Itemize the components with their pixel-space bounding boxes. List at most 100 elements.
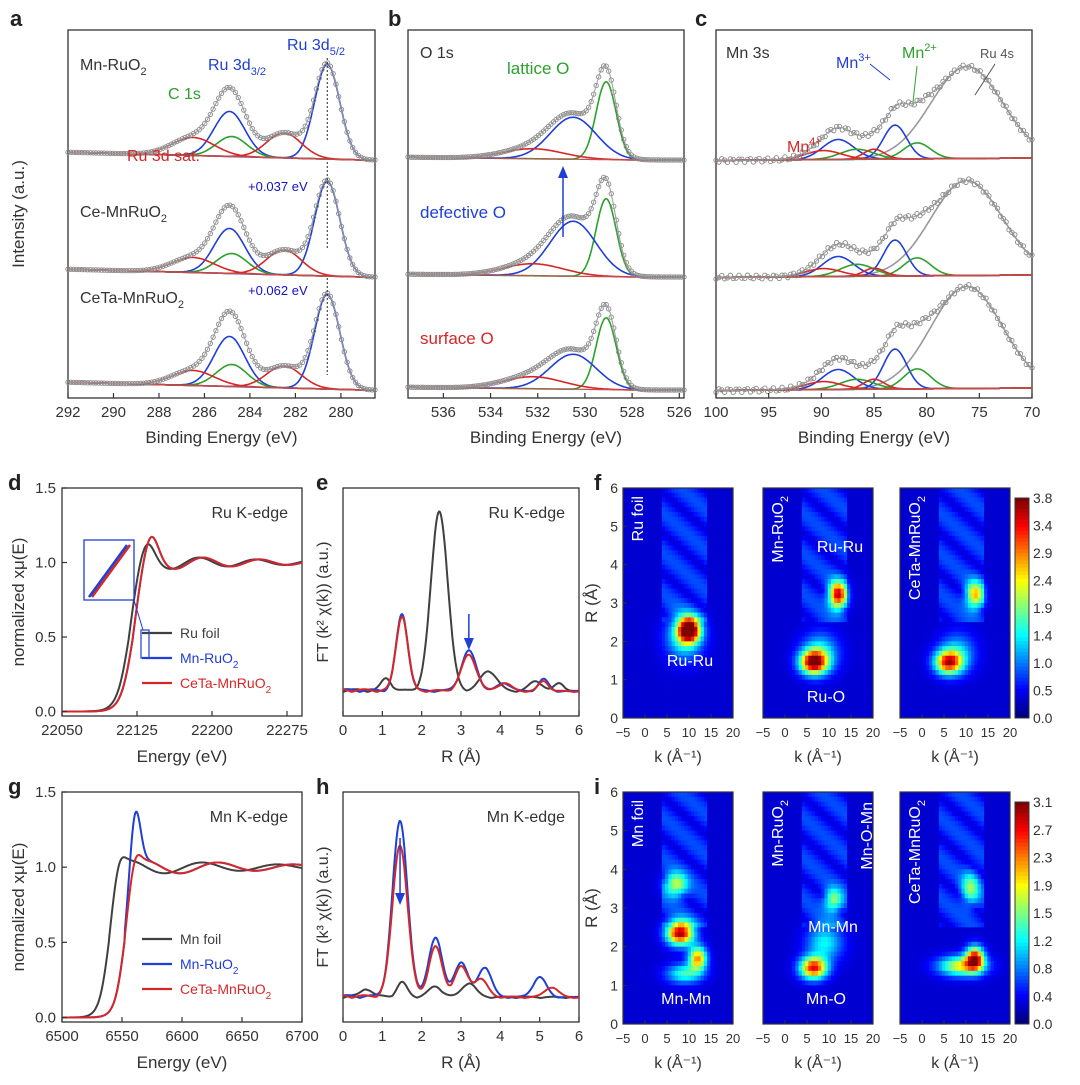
- wt-cell: [772, 603, 777, 609]
- wt-cell: [723, 540, 727, 546]
- wt-cell: [782, 626, 787, 633]
- wt-cell: [856, 497, 861, 503]
- wt-cell: [665, 564, 669, 570]
- wt-cell: [710, 660, 714, 666]
- wt-cell: [811, 679, 816, 685]
- wt-cell: [707, 698, 711, 705]
- x-tick-label: 526: [667, 404, 692, 421]
- wt-cell: [850, 617, 854, 623]
- wt-cell: [843, 540, 848, 546]
- wt-cell: [792, 516, 796, 522]
- wt-cell: [860, 492, 864, 498]
- wt-cell: [847, 488, 851, 494]
- wt-cell: [697, 502, 702, 508]
- wt-cell: [808, 569, 812, 575]
- wt-cell: [785, 564, 790, 570]
- wt-cell: [906, 559, 911, 566]
- data-point: [788, 156, 794, 162]
- wt-cell: [798, 603, 803, 609]
- wt-cell: [860, 507, 864, 513]
- data-point: [515, 373, 522, 379]
- wt-cell: [903, 670, 907, 676]
- data-point: [601, 174, 607, 181]
- wt-cell: [720, 660, 724, 666]
- wt-cell: [665, 535, 669, 542]
- wt-cell: [782, 670, 787, 676]
- wt-cell: [763, 636, 767, 642]
- wt-cell: [658, 588, 663, 594]
- wt-cell: [710, 564, 714, 570]
- panel-letter-f: f: [594, 470, 602, 495]
- wt-cell: [694, 631, 698, 637]
- wt-cell: [814, 497, 819, 503]
- data-point: [246, 120, 253, 126]
- wt-cell: [723, 684, 727, 690]
- wt-cell: [710, 511, 714, 518]
- wt-cell: [772, 650, 777, 657]
- wt-cell: [700, 622, 705, 628]
- wt-cell: [860, 574, 864, 580]
- wt-cell: [703, 670, 708, 676]
- wt-cell: [837, 574, 842, 580]
- wt-cell: [626, 593, 630, 599]
- wt-cell: [665, 526, 669, 532]
- wt-cell: [827, 593, 832, 599]
- wt-cell: [909, 622, 914, 628]
- wt-cell: [766, 607, 770, 613]
- wt-cell: [681, 646, 685, 652]
- wt-cell: [726, 583, 731, 590]
- wt-cell: [674, 694, 679, 700]
- data-point: [249, 353, 255, 360]
- wt-cell: [772, 698, 777, 705]
- data-point: [308, 338, 314, 345]
- wt-cell: [788, 531, 793, 537]
- wt-cell: [707, 545, 711, 551]
- wt-cell: [639, 713, 643, 719]
- wt-cell: [824, 646, 829, 652]
- wt-cell: [655, 488, 659, 494]
- wt-cell: [707, 708, 711, 714]
- data-point: [238, 325, 244, 332]
- wt-cell: [909, 550, 914, 556]
- data-point: [560, 347, 567, 353]
- wt-cell: [919, 492, 924, 498]
- superscript: 3+: [858, 52, 871, 64]
- wt-cell: [703, 545, 708, 551]
- wt-cell: [860, 679, 864, 685]
- wt-cell: [674, 684, 679, 690]
- panel-letter-c: c: [695, 6, 707, 31]
- wt-cell: [729, 583, 734, 590]
- wt-cell: [856, 603, 861, 609]
- wt-cell: [726, 559, 731, 566]
- data-point: [765, 388, 771, 395]
- wt-cell: [652, 540, 656, 546]
- wt-cell: [629, 526, 634, 532]
- wt-cell: [824, 492, 829, 498]
- wt-cell: [678, 488, 682, 494]
- wt-cell: [763, 540, 767, 546]
- wt-cell: [766, 526, 770, 532]
- wt-cell: [906, 540, 911, 546]
- wt-cell: [655, 526, 659, 532]
- wt-cell: [850, 703, 854, 709]
- wt-cell: [919, 598, 924, 604]
- wt-cell: [785, 555, 790, 561]
- wt-cell: [779, 650, 783, 657]
- wt-cell: [909, 574, 914, 580]
- wt-cell: [769, 564, 774, 570]
- wt-cell: [779, 660, 783, 666]
- wt-cell: [909, 650, 914, 657]
- wt-cell: [912, 689, 917, 695]
- wt-cell: [665, 655, 669, 661]
- wt-cell: [795, 694, 799, 700]
- data-point: [724, 386, 731, 392]
- wt-cell: [925, 612, 930, 618]
- wt-cell: [648, 626, 653, 633]
- wt-cell: [710, 650, 714, 657]
- wt-cell: [674, 521, 679, 527]
- wt-cell: [856, 679, 861, 685]
- wt-cell: [763, 684, 767, 690]
- wt-cell: [919, 670, 924, 676]
- wt-cell: [860, 555, 864, 561]
- wt-cell: [697, 526, 702, 532]
